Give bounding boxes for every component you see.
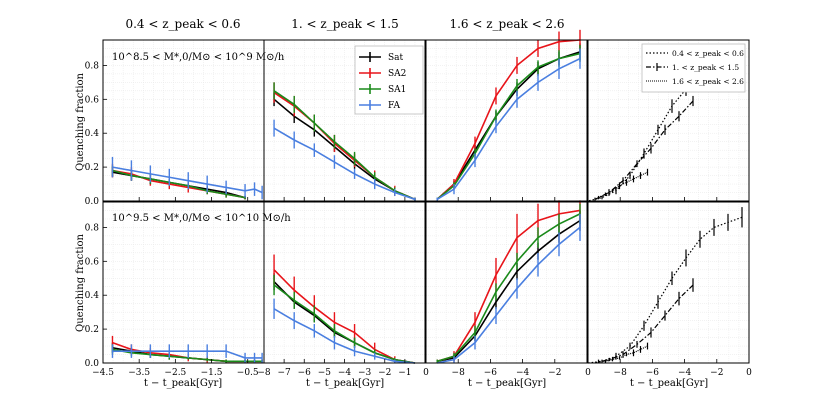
series-legend: Sat SA2 SA1 FA bbox=[354, 45, 424, 115]
panel-r1c2 bbox=[436, 200, 581, 364]
panel-r1c1 bbox=[273, 254, 416, 364]
y-tick-label: 0.8 bbox=[85, 61, 100, 71]
x-tick-label: −5 bbox=[318, 368, 332, 378]
panel-frame-r1c3 bbox=[587, 201, 750, 364]
series-line-1-z-peak-1-5 bbox=[594, 100, 694, 200]
redshift-legend-box bbox=[641, 43, 746, 93]
x-tick-label: −6 bbox=[646, 368, 660, 378]
row-label-1: 10^8.5 < M*,0/M⊙ < 10^9 M⊙/h bbox=[112, 52, 285, 63]
legend-label-sat: Sat bbox=[388, 53, 404, 63]
y-tick-label: 0.2 bbox=[85, 325, 99, 335]
x-tick-label: −2 bbox=[378, 368, 391, 378]
series-line-sa1 bbox=[436, 213, 581, 363]
x-tick-label: −6 bbox=[298, 368, 312, 378]
panel-r1c3 bbox=[587, 207, 743, 364]
series-line-fa bbox=[273, 127, 416, 201]
x-tick-label: −3 bbox=[358, 368, 372, 378]
x-axis-label-1: t − t_peak[Gyr] bbox=[144, 378, 222, 389]
y-axis-label-bottom: Quenching fraction bbox=[75, 233, 86, 332]
y-axis-label-top: Quenching fraction bbox=[75, 72, 86, 171]
series-line-fa bbox=[273, 308, 416, 364]
panel-r0c1 bbox=[273, 82, 416, 201]
x-tick-label: −4 bbox=[516, 368, 530, 378]
y-tick-label: 0.8 bbox=[85, 223, 100, 233]
x-tick-label: 0 bbox=[423, 368, 429, 378]
panel-frame-r0c2 bbox=[425, 39, 588, 202]
x-tick-label: −8 bbox=[614, 368, 628, 378]
legend-label-sa1: SA1 bbox=[388, 85, 406, 95]
y-tick-label: 0.4 bbox=[85, 129, 100, 139]
row-label-2: 10^9.5 < M*,0/M⊙ < 10^10 M⊙/h bbox=[112, 213, 291, 224]
x-axis-label-3: t − t_peak[Gyr] bbox=[468, 378, 546, 389]
panel-frame-r1c2 bbox=[425, 201, 588, 364]
y-tick-label: 0.0 bbox=[85, 197, 100, 207]
y-tick-label: 0.4 bbox=[85, 291, 100, 301]
x-tick-label: −4 bbox=[678, 368, 692, 378]
legend2-label-1: 0.4 < z_peak < 0.6 bbox=[672, 49, 744, 58]
x-tick-label: −1.5 bbox=[201, 368, 223, 378]
series-line-1-6-z-peak-2-6 bbox=[598, 171, 648, 199]
y-tick-label: 0.6 bbox=[85, 95, 100, 105]
x-tick-label: −1 bbox=[398, 368, 411, 378]
series-line-fa bbox=[436, 57, 581, 200]
legend2-label-3: 1.6 < z_peak < 2.6 bbox=[672, 77, 744, 86]
series-line-fa bbox=[112, 350, 263, 359]
series-line-0-4-z-peak-0-6 bbox=[587, 216, 743, 364]
x-tick-label: 0 bbox=[585, 368, 591, 378]
series-line-sa1 bbox=[273, 284, 416, 364]
series-line-sa2 bbox=[436, 209, 581, 363]
series-line-sa1 bbox=[112, 348, 263, 363]
x-tick-label: −2.5 bbox=[164, 368, 186, 378]
series-line-1-6-z-peak-2-6 bbox=[598, 345, 648, 362]
x-tick-label: −8 bbox=[257, 368, 271, 378]
panel-frame-r0c3 bbox=[587, 39, 750, 202]
series-line-1-z-peak-1-5 bbox=[594, 284, 694, 364]
series-line-sa1 bbox=[112, 169, 246, 199]
redshift-legend: 0.4 < z_peak < 0.6 1. < z_peak < 1.5 1.6… bbox=[641, 43, 746, 93]
x-tick-label: −0.5 bbox=[237, 368, 259, 378]
y-tick-label: 0.6 bbox=[85, 257, 100, 267]
x-axis-label-4: t − t_peak[Gyr] bbox=[630, 378, 708, 389]
column-title-3: 1.6 < z_peak < 2.6 bbox=[449, 17, 564, 31]
legend-label-fa: FA bbox=[388, 101, 400, 111]
panel-r1c0 bbox=[111, 335, 263, 363]
x-tick-label: −3.5 bbox=[128, 368, 150, 378]
x-axis-label-2: t − t_peak[Gyr] bbox=[306, 378, 384, 389]
column-title-1: 0.4 < z_peak < 0.6 bbox=[125, 17, 240, 31]
x-tick-label: −4.5 bbox=[92, 368, 114, 378]
series-line-sa2 bbox=[436, 39, 581, 200]
x-tick-label: −2 bbox=[548, 368, 561, 378]
x-tick-label: −7 bbox=[277, 368, 291, 378]
series-line-fa bbox=[112, 166, 263, 194]
x-tick-label: −4 bbox=[338, 368, 352, 378]
series-line-fa bbox=[437, 226, 581, 364]
series-line-sa1 bbox=[436, 52, 581, 200]
x-tick-label: −6 bbox=[484, 368, 498, 378]
y-tick-label: 0.0 bbox=[85, 359, 100, 369]
series-line-sat bbox=[437, 219, 581, 363]
legend-label-sa2: SA2 bbox=[388, 69, 406, 79]
panel-r0c2 bbox=[436, 29, 581, 201]
y-tick-label: 0.2 bbox=[85, 163, 99, 173]
series-line-sa1 bbox=[273, 90, 416, 201]
column-title-2: 1. < z_peak < 1.5 bbox=[291, 17, 398, 31]
legend2-label-2: 1. < z_peak < 1.5 bbox=[672, 63, 739, 72]
x-tick-label: 0 bbox=[746, 368, 752, 378]
panel-r0c0 bbox=[111, 156, 263, 200]
x-tick-label: −8 bbox=[452, 368, 466, 378]
x-tick-label: −2 bbox=[710, 368, 723, 378]
